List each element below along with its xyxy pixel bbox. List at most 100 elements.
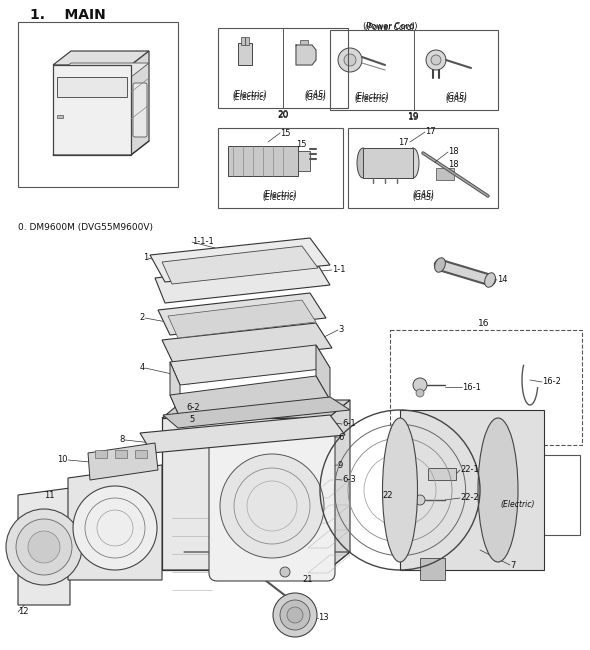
Text: 9: 9 [338, 460, 343, 469]
Circle shape [413, 378, 427, 392]
Polygon shape [68, 465, 162, 580]
Ellipse shape [484, 273, 496, 287]
Text: 16-1: 16-1 [462, 382, 481, 391]
Text: 2: 2 [140, 313, 145, 322]
Circle shape [431, 55, 441, 65]
Text: 18: 18 [448, 148, 458, 157]
Bar [162, 418, 328, 570]
Circle shape [6, 509, 82, 585]
Bar [135, 450, 147, 458]
Text: (Power Cord): (Power Cord) [365, 23, 415, 32]
Polygon shape [296, 45, 316, 65]
Circle shape [28, 531, 60, 563]
Polygon shape [316, 345, 330, 400]
Text: 1.    MAIN: 1. MAIN [30, 8, 106, 22]
Bar [400, 410, 544, 570]
Bar [228, 146, 298, 176]
Text: (GAS): (GAS) [412, 193, 434, 202]
Text: 4: 4 [140, 363, 145, 372]
Polygon shape [88, 443, 158, 480]
Text: 17: 17 [398, 138, 409, 147]
Text: 22-1: 22-1 [460, 465, 478, 474]
Text: 6-3: 6-3 [342, 476, 356, 484]
Polygon shape [168, 300, 316, 338]
Text: 11: 11 [44, 491, 55, 499]
Bar [218, 128, 343, 208]
Text: (Electric): (Electric) [232, 90, 267, 99]
Circle shape [415, 495, 425, 505]
Polygon shape [150, 238, 330, 282]
Bar [390, 330, 582, 445]
Text: 15: 15 [280, 129, 290, 138]
Bar [53, 65, 131, 155]
Circle shape [344, 54, 356, 66]
Polygon shape [140, 415, 345, 453]
Bar [95, 450, 107, 458]
Bar [238, 43, 252, 65]
Text: 18: 18 [448, 160, 458, 169]
Bar [18, 22, 178, 187]
FancyBboxPatch shape [209, 430, 335, 581]
Polygon shape [170, 376, 330, 418]
Text: (Electric): (Electric) [263, 193, 297, 202]
Text: 19: 19 [408, 113, 419, 122]
Ellipse shape [357, 148, 369, 178]
Ellipse shape [382, 418, 418, 562]
Text: (Electric): (Electric) [355, 92, 389, 101]
Circle shape [416, 389, 424, 397]
Text: (GAS): (GAS) [445, 95, 467, 104]
Circle shape [273, 593, 317, 637]
Bar [245, 37, 249, 45]
Text: (GAS): (GAS) [304, 93, 326, 102]
Bar [57, 114, 63, 118]
Ellipse shape [407, 148, 419, 178]
Text: 8: 8 [120, 436, 125, 445]
Text: 16: 16 [478, 319, 490, 328]
Text: 1-1: 1-1 [332, 265, 346, 274]
Circle shape [287, 607, 303, 623]
Text: 5: 5 [190, 415, 195, 424]
Text: 14: 14 [497, 276, 507, 285]
Polygon shape [162, 323, 332, 365]
Bar [436, 168, 454, 180]
Polygon shape [131, 51, 149, 155]
Bar [57, 77, 127, 97]
Circle shape [73, 486, 157, 570]
FancyBboxPatch shape [133, 83, 147, 137]
Text: (GAS): (GAS) [412, 190, 434, 199]
Polygon shape [163, 397, 350, 428]
Text: (Electric): (Electric) [232, 93, 267, 102]
Text: 7: 7 [510, 560, 516, 569]
Circle shape [426, 50, 446, 70]
Text: 20: 20 [277, 111, 289, 120]
Polygon shape [328, 400, 350, 570]
Text: 6: 6 [338, 432, 343, 441]
Bar [363, 148, 413, 178]
Text: 15: 15 [296, 140, 306, 149]
Polygon shape [18, 488, 70, 605]
Text: 6-2: 6-2 [186, 404, 200, 413]
Text: 0. DM9600M (DVG55M9600V): 0. DM9600M (DVG55M9600V) [18, 223, 153, 232]
Text: 21: 21 [302, 575, 313, 584]
Text: 12: 12 [18, 608, 28, 616]
Bar [300, 40, 308, 46]
Text: 1-1-1: 1-1-1 [192, 237, 214, 246]
Polygon shape [170, 345, 330, 385]
Text: 3: 3 [338, 326, 343, 335]
Circle shape [220, 454, 324, 558]
Text: 1: 1 [143, 254, 148, 263]
Text: (Power Cord): (Power Cord) [363, 22, 417, 31]
Text: (Electric): (Electric) [500, 500, 535, 509]
Polygon shape [155, 260, 330, 303]
Text: 20: 20 [277, 110, 289, 119]
Bar [115, 450, 127, 458]
Text: (GAS): (GAS) [445, 92, 467, 101]
Bar [218, 28, 348, 108]
Text: (Electric): (Electric) [355, 95, 389, 104]
Circle shape [280, 567, 290, 577]
Text: 13: 13 [318, 614, 329, 623]
Bar [428, 468, 456, 480]
Bar [348, 128, 498, 208]
Bar [330, 30, 498, 110]
Text: (Electric): (Electric) [263, 190, 297, 199]
